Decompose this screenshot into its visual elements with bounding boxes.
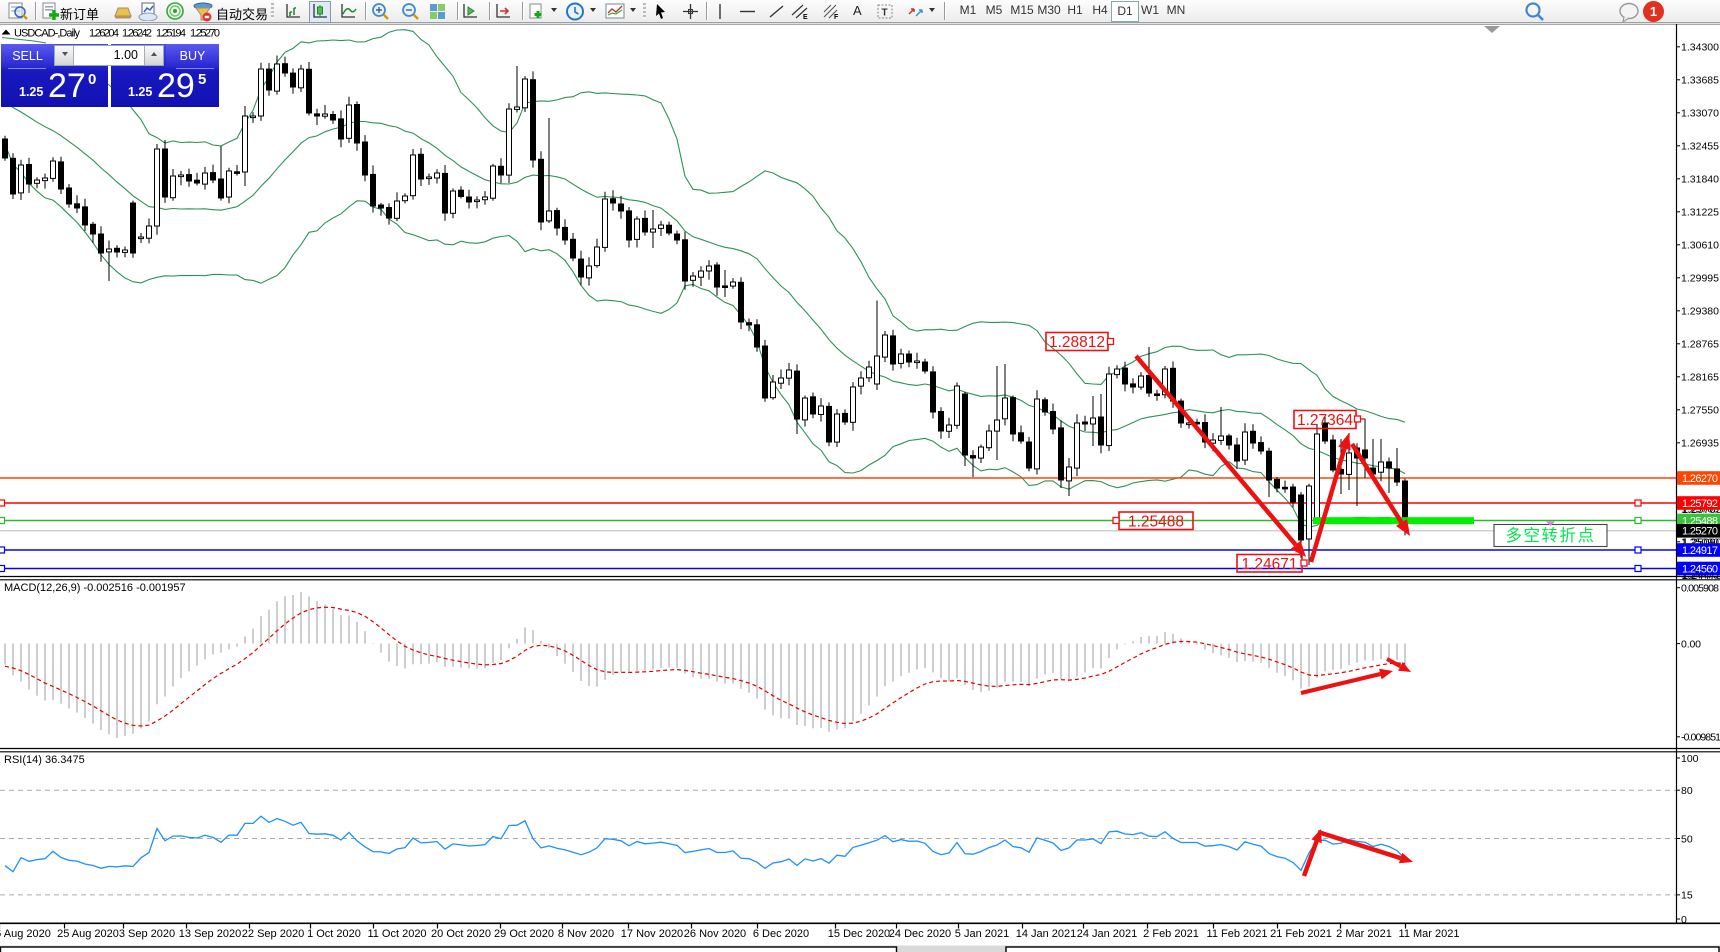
svg-text:1.31840: 1.31840 <box>1681 174 1719 186</box>
svg-text:1.26242: 1.26242 <box>122 28 152 40</box>
svg-text:24 Jan 2021: 24 Jan 2021 <box>1077 928 1138 940</box>
svg-text:26 Nov 2020: 26 Nov 2020 <box>684 928 746 940</box>
svg-text:F: F <box>834 14 839 21</box>
svg-text:80: 80 <box>1681 785 1693 797</box>
svg-text:21 Feb 2021: 21 Feb 2021 <box>1270 928 1332 940</box>
svg-text:1.25270: 1.25270 <box>190 28 220 40</box>
svg-text:11 Oct 2020: 11 Oct 2020 <box>367 928 426 940</box>
svg-text:1.33070: 1.33070 <box>1681 108 1719 120</box>
svg-text:1.27550: 1.27550 <box>1681 405 1719 417</box>
svg-text:3 Sep 2020: 3 Sep 2020 <box>119 928 175 940</box>
svg-text:2 Feb 2021: 2 Feb 2021 <box>1143 928 1199 940</box>
svg-text:1.27364: 1.27364 <box>1297 412 1353 429</box>
svg-text:14 Jan 2021: 14 Jan 2021 <box>1016 928 1077 940</box>
svg-text:8 Nov 2020: 8 Nov 2020 <box>558 928 614 940</box>
svg-text:11 Mar 2021: 11 Mar 2021 <box>1399 928 1460 940</box>
svg-text:1.26204: 1.26204 <box>89 28 119 40</box>
svg-text:0.005908: 0.005908 <box>1681 583 1719 595</box>
svg-text:USDCAD-,Daily: USDCAD-,Daily <box>14 28 81 40</box>
svg-text:1.33685: 1.33685 <box>1681 75 1719 87</box>
svg-text:17 Nov 2020: 17 Nov 2020 <box>621 928 683 940</box>
svg-text:100: 100 <box>1681 753 1699 765</box>
svg-text:1.28765: 1.28765 <box>1681 339 1719 351</box>
svg-text:6 Aug 2020: 6 Aug 2020 <box>0 928 51 940</box>
svg-text:13 Sep 2020: 13 Sep 2020 <box>179 928 241 940</box>
svg-text:T: T <box>882 8 888 19</box>
svg-text:15 Dec 2020: 15 Dec 2020 <box>828 928 890 940</box>
svg-text:6 Dec 2020: 6 Dec 2020 <box>753 928 809 940</box>
svg-text:1.25792: 1.25792 <box>1682 498 1718 510</box>
svg-text:1.34300: 1.34300 <box>1681 42 1719 54</box>
svg-text:1.25488: 1.25488 <box>1128 513 1184 530</box>
svg-text:1.29380: 1.29380 <box>1681 306 1719 318</box>
svg-text:1.25194: 1.25194 <box>156 28 186 40</box>
svg-text:50: 50 <box>1681 833 1693 845</box>
svg-text:1.29995: 1.29995 <box>1681 273 1719 285</box>
svg-text:1.25270: 1.25270 <box>1682 526 1718 538</box>
svg-text:22 Sep 2020: 22 Sep 2020 <box>242 928 304 940</box>
svg-text:5 Jan 2021: 5 Jan 2021 <box>955 928 1009 940</box>
svg-text:E: E <box>803 14 808 21</box>
svg-text:2 Mar 2021: 2 Mar 2021 <box>1336 928 1392 940</box>
svg-text:29 Oct 2020: 29 Oct 2020 <box>494 928 554 940</box>
svg-text:0.00: 0.00 <box>1681 638 1701 650</box>
svg-text:1.24560: 1.24560 <box>1682 563 1718 575</box>
svg-text:1.26935: 1.26935 <box>1681 438 1719 450</box>
svg-text:1 Oct 2020: 1 Oct 2020 <box>307 928 361 940</box>
svg-text:24 Dec 2020: 24 Dec 2020 <box>889 928 951 940</box>
svg-text:MACD(12,26,9) -0.002516 -0.001: MACD(12,26,9) -0.002516 -0.001957 <box>4 582 186 594</box>
svg-text:1.28165: 1.28165 <box>1681 372 1719 384</box>
svg-text:1.32455: 1.32455 <box>1681 141 1719 153</box>
svg-text:1.30610: 1.30610 <box>1681 240 1719 252</box>
svg-text:11 Feb 2021: 11 Feb 2021 <box>1207 928 1268 940</box>
svg-text:1.26270: 1.26270 <box>1682 473 1718 485</box>
svg-text:15: 15 <box>1681 890 1693 902</box>
svg-text:20 Oct 2020: 20 Oct 2020 <box>431 928 491 940</box>
svg-text:多空转折点: 多空转折点 <box>1506 526 1596 545</box>
svg-text:RSI(14) 36.3475: RSI(14) 36.3475 <box>4 754 85 766</box>
svg-text:-0.009851: -0.009851 <box>1681 732 1720 744</box>
svg-text:1.31225: 1.31225 <box>1681 207 1719 219</box>
svg-text:25 Aug 2020: 25 Aug 2020 <box>57 928 119 940</box>
svg-text:1.24917: 1.24917 <box>1682 545 1718 557</box>
svg-text:1.24671: 1.24671 <box>1241 556 1297 573</box>
svg-text:0: 0 <box>1681 914 1687 926</box>
svg-text:1.28812: 1.28812 <box>1049 334 1105 351</box>
